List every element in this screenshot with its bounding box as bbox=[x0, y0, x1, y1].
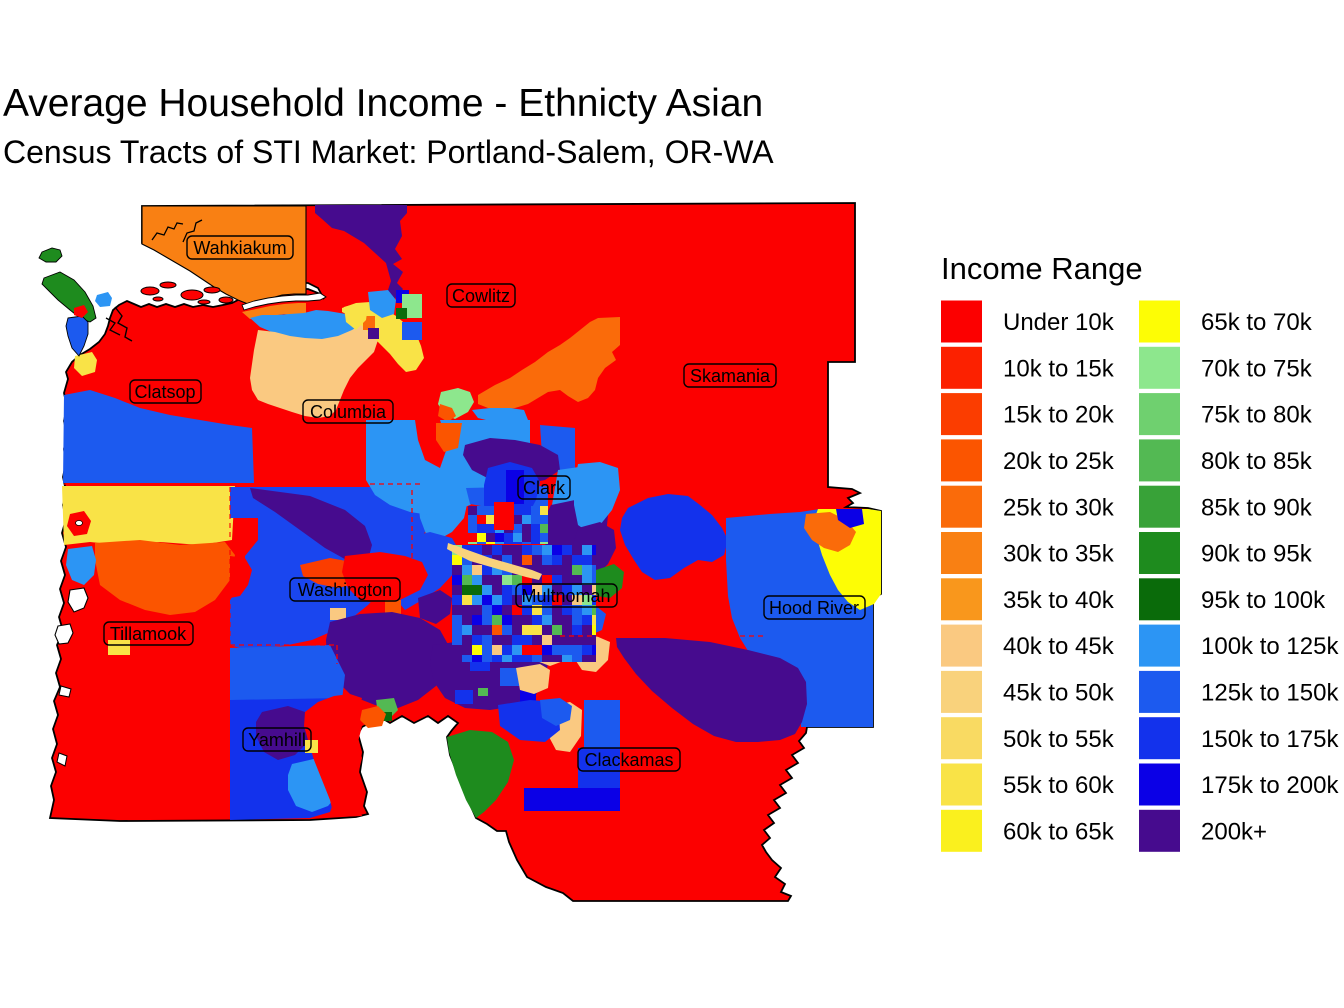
svg-text:25k to 30k: 25k to 30k bbox=[1003, 494, 1115, 521]
svg-text:Census Tracts of STI Market: P: Census Tracts of STI Market: Portland-Sa… bbox=[3, 134, 774, 170]
svg-text:Multnomah: Multnomah bbox=[521, 586, 610, 606]
svg-text:15k to 20k: 15k to 20k bbox=[1003, 402, 1115, 429]
svg-text:Income Range: Income Range bbox=[941, 251, 1143, 286]
svg-text:50k to 55k: 50k to 55k bbox=[1003, 726, 1115, 753]
svg-text:Clatsop: Clatsop bbox=[134, 382, 195, 402]
svg-text:30k to 35k: 30k to 35k bbox=[1003, 541, 1115, 568]
svg-text:Clackamas: Clackamas bbox=[584, 750, 673, 770]
svg-text:90k to 95k: 90k to 95k bbox=[1201, 541, 1313, 568]
svg-text:Under 10k: Under 10k bbox=[1003, 309, 1115, 336]
svg-text:Hood River: Hood River bbox=[769, 598, 859, 618]
svg-text:75k to 80k: 75k to 80k bbox=[1201, 402, 1313, 429]
svg-text:95k to 100k: 95k to 100k bbox=[1201, 587, 1326, 614]
svg-text:175k to 200k: 175k to 200k bbox=[1201, 772, 1339, 799]
svg-text:85k to 90k: 85k to 90k bbox=[1201, 494, 1313, 521]
svg-text:40k to 45k: 40k to 45k bbox=[1003, 633, 1115, 660]
svg-text:Yamhill: Yamhill bbox=[248, 730, 306, 750]
svg-text:70k to 75k: 70k to 75k bbox=[1201, 355, 1313, 382]
svg-text:Skamania: Skamania bbox=[690, 366, 771, 386]
svg-text:Wahkiakum: Wahkiakum bbox=[193, 238, 286, 258]
svg-text:65k to 70k: 65k to 70k bbox=[1201, 309, 1313, 336]
svg-text:Tillamook: Tillamook bbox=[110, 624, 187, 644]
svg-text:20k to 25k: 20k to 25k bbox=[1003, 448, 1115, 475]
svg-text:150k to 175k: 150k to 175k bbox=[1201, 726, 1339, 753]
svg-text:Cowlitz: Cowlitz bbox=[452, 286, 510, 306]
svg-text:Average Household Income - Eth: Average Household Income - Ethnicty Asia… bbox=[3, 82, 763, 125]
svg-text:Columbia: Columbia bbox=[310, 402, 387, 422]
svg-text:55k to 60k: 55k to 60k bbox=[1003, 772, 1115, 799]
svg-text:Washington: Washington bbox=[298, 580, 392, 600]
svg-text:60k to 65k: 60k to 65k bbox=[1003, 818, 1115, 845]
svg-text:35k to 40k: 35k to 40k bbox=[1003, 587, 1115, 614]
svg-text:125k to 150k: 125k to 150k bbox=[1201, 680, 1339, 707]
svg-text:Clark: Clark bbox=[523, 478, 566, 498]
svg-text:45k to 50k: 45k to 50k bbox=[1003, 680, 1115, 707]
svg-text:100k to 125k: 100k to 125k bbox=[1201, 633, 1339, 660]
svg-text:10k to 15k: 10k to 15k bbox=[1003, 355, 1115, 382]
svg-text:80k to 85k: 80k to 85k bbox=[1201, 448, 1313, 475]
svg-text:200k+: 200k+ bbox=[1201, 818, 1267, 845]
